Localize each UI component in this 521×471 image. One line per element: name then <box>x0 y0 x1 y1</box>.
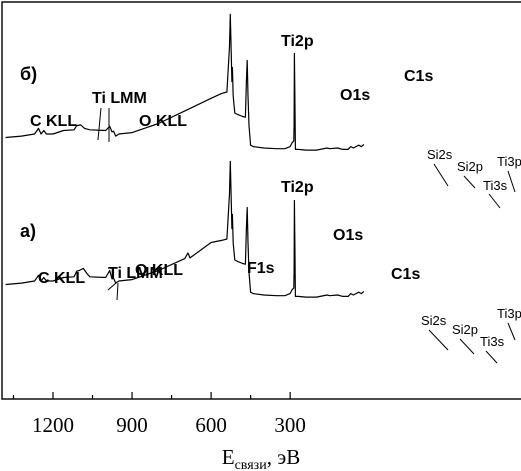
leader-layer <box>97 107 516 364</box>
annotation-bottom-11: а) <box>20 221 36 241</box>
annotation-bottom-13: Ti LMM <box>108 265 163 282</box>
annotation-top-9: Ti3s <box>483 178 508 193</box>
annotation-leader-line <box>463 175 476 189</box>
spectrum-line-top <box>5 13 365 151</box>
annotation-bottom-21: Ti3s <box>480 334 505 349</box>
annotation-leader-line <box>97 107 102 141</box>
annotation-top-5: O1s <box>340 87 370 104</box>
annotation-leader-line <box>107 282 117 291</box>
annotation-top-4: Ti2p <box>281 33 314 50</box>
annotation-leader-line <box>116 282 119 301</box>
annotation-leader-line <box>433 163 449 187</box>
annotation-top-10: Ti3p <box>497 154 521 169</box>
annotation-bottom-20: Si2p <box>452 322 478 337</box>
annotation-top-1: C KLL <box>30 113 77 130</box>
x-axis-label-sub: связи <box>235 458 268 471</box>
x-tick-label: 300 <box>274 413 306 437</box>
annotation-bottom-14: O KLL <box>135 262 183 279</box>
annotation-bottom-12: C KLL <box>38 270 85 287</box>
annotation-top-2: Ti LMM <box>92 90 147 107</box>
annotation-top-0: б) <box>20 64 37 84</box>
annotation-bottom-22: Ti3p <box>497 306 521 321</box>
x-tick-label: 1200 <box>32 413 74 437</box>
annotation-leader-line <box>459 338 475 355</box>
annotation-leader-line <box>507 322 516 341</box>
annotation-bottom-16: Ti2p <box>281 179 314 196</box>
plot-frame <box>1 1 521 400</box>
tick-layer: 1200 900 600 300 <box>12 392 306 437</box>
annotation-leader-line <box>507 170 516 193</box>
annotation-top-7: Si2s <box>427 147 453 162</box>
annotation-leader-line <box>485 350 498 364</box>
x-tick-label: 600 <box>195 413 227 437</box>
annotation-bottom-18: C1s <box>391 266 420 283</box>
series-layer <box>5 13 365 298</box>
annotation-top-6: C1s <box>404 68 433 85</box>
annotation-bottom-19: Si2s <box>421 313 447 328</box>
spectrum-line-bottom <box>5 160 365 298</box>
annotation-bottom-15: F1s <box>247 260 275 277</box>
x-tick-label: 900 <box>116 413 148 437</box>
annotation-top-3: O KLL <box>139 113 187 130</box>
annotation-leader-line <box>488 193 501 209</box>
x-axis-label-unit: , эВ <box>267 445 301 469</box>
x-axis-label-main: E <box>222 445 235 469</box>
annotation-top-8: Si2p <box>457 159 483 174</box>
x-axis-label: Eсвязи, эВ <box>222 445 300 471</box>
annotation-leader-line <box>428 329 449 351</box>
annotation-bottom-17: O1s <box>333 227 363 244</box>
